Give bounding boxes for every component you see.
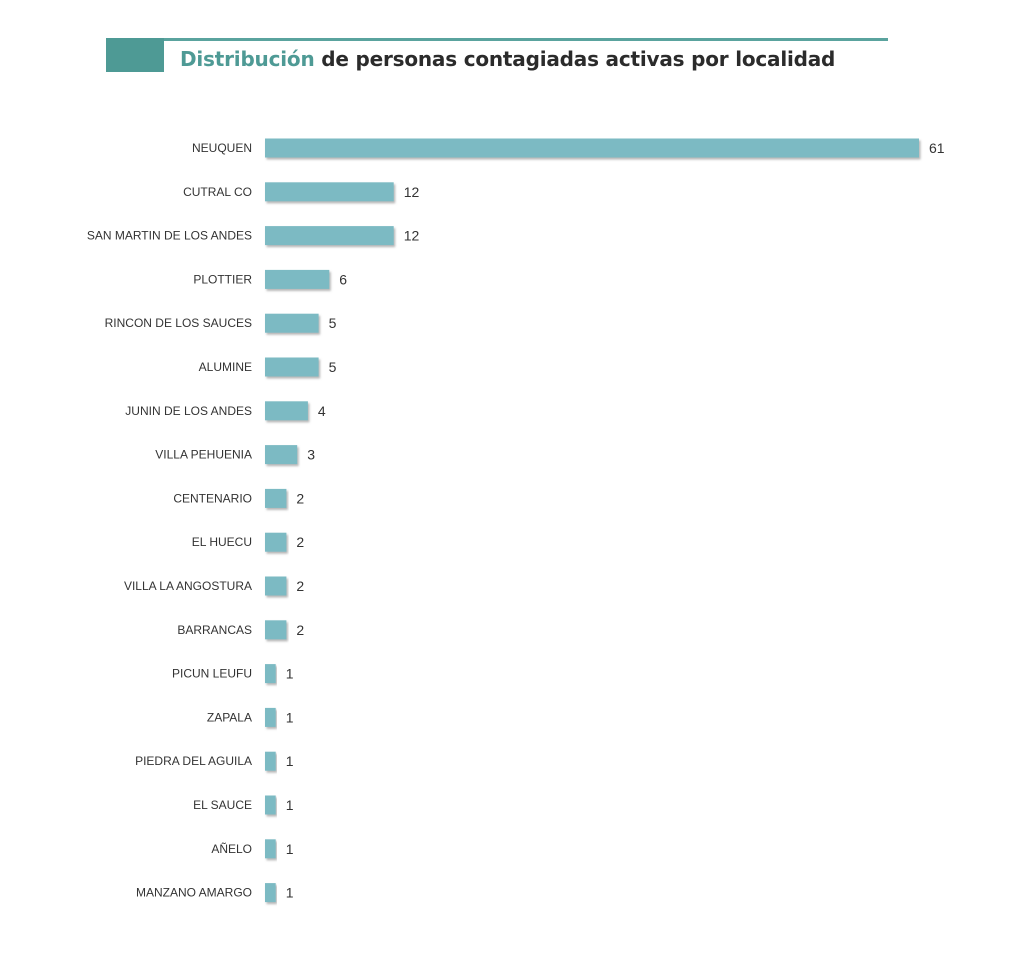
bar bbox=[265, 883, 276, 903]
value-label: 12 bbox=[404, 184, 420, 200]
bar bbox=[265, 795, 276, 815]
value-label: 2 bbox=[296, 578, 304, 594]
bar bbox=[265, 576, 287, 596]
category-label: SAN MARTIN DE LOS ANDES bbox=[87, 229, 252, 243]
bar bbox=[265, 357, 319, 377]
category-label: VILLA PEHUENIA bbox=[155, 448, 252, 462]
value-label: 2 bbox=[296, 490, 304, 506]
category-label: PIEDRA DEL AGUILA bbox=[135, 754, 252, 768]
category-label: PLOTTIER bbox=[193, 272, 252, 286]
value-label: 3 bbox=[307, 447, 315, 463]
bar bbox=[265, 839, 276, 859]
value-label: 6 bbox=[339, 271, 347, 287]
category-label: AÑELO bbox=[211, 842, 252, 856]
chart-title-rest: de personas contagiadas activas por loca… bbox=[321, 47, 836, 71]
category-label: ALUMINE bbox=[199, 360, 252, 374]
bars-group bbox=[265, 138, 919, 903]
value-label: 5 bbox=[329, 315, 337, 331]
category-label: BARRANCAS bbox=[177, 623, 252, 637]
bar bbox=[265, 488, 287, 508]
value-label: 2 bbox=[296, 534, 304, 550]
chart-title: Distribución de personas contagiadas act… bbox=[180, 47, 835, 71]
value-label: 61 bbox=[929, 140, 945, 156]
bar bbox=[265, 313, 319, 333]
category-label: VILLA LA ANGOSTURA bbox=[124, 579, 252, 593]
value-label: 12 bbox=[404, 228, 420, 244]
category-label: MANZANO AMARGO bbox=[136, 886, 252, 900]
header-rule bbox=[106, 38, 888, 41]
value-label: 1 bbox=[286, 753, 294, 769]
value-label: 1 bbox=[286, 885, 294, 901]
value-label: 1 bbox=[286, 666, 294, 682]
bar bbox=[265, 532, 287, 552]
category-label: EL HUECU bbox=[192, 535, 252, 549]
bar bbox=[265, 707, 276, 727]
bar bbox=[265, 226, 394, 246]
bar bbox=[265, 445, 298, 465]
category-labels: NEUQUEN CUTRAL CO SAN MARTIN DE LOS ANDES P… bbox=[87, 141, 252, 900]
category-label: CENTENARIO bbox=[173, 491, 252, 505]
value-label: 5 bbox=[329, 359, 337, 375]
bar bbox=[265, 620, 287, 640]
category-label: ZAPALA bbox=[207, 710, 252, 724]
category-label: RINCON DE LOS SAUCES bbox=[105, 316, 252, 330]
value-label: 1 bbox=[286, 841, 294, 857]
bar bbox=[265, 138, 919, 158]
value-label: 4 bbox=[318, 403, 326, 419]
bar bbox=[265, 269, 330, 289]
value-label: 1 bbox=[286, 709, 294, 725]
category-label: NEUQUEN bbox=[192, 141, 252, 155]
category-label: PICUN LEUFU bbox=[172, 667, 252, 681]
value-labels: 61 12 12 6 5 5 4 3 2 2 2 2 1 1 1 1 1 1 bbox=[286, 140, 945, 901]
bar bbox=[265, 182, 394, 202]
value-label: 1 bbox=[286, 797, 294, 813]
header-accent-block bbox=[106, 38, 164, 72]
bar bbox=[265, 664, 276, 684]
bar bbox=[265, 751, 276, 771]
value-label: 2 bbox=[296, 622, 304, 638]
chart-title-accent: Distribución bbox=[180, 47, 315, 71]
category-label: JUNIN DE LOS ANDES bbox=[125, 404, 252, 418]
category-label: CUTRAL CO bbox=[183, 185, 252, 199]
category-label: EL SAUCE bbox=[193, 798, 252, 812]
bar bbox=[265, 401, 308, 421]
